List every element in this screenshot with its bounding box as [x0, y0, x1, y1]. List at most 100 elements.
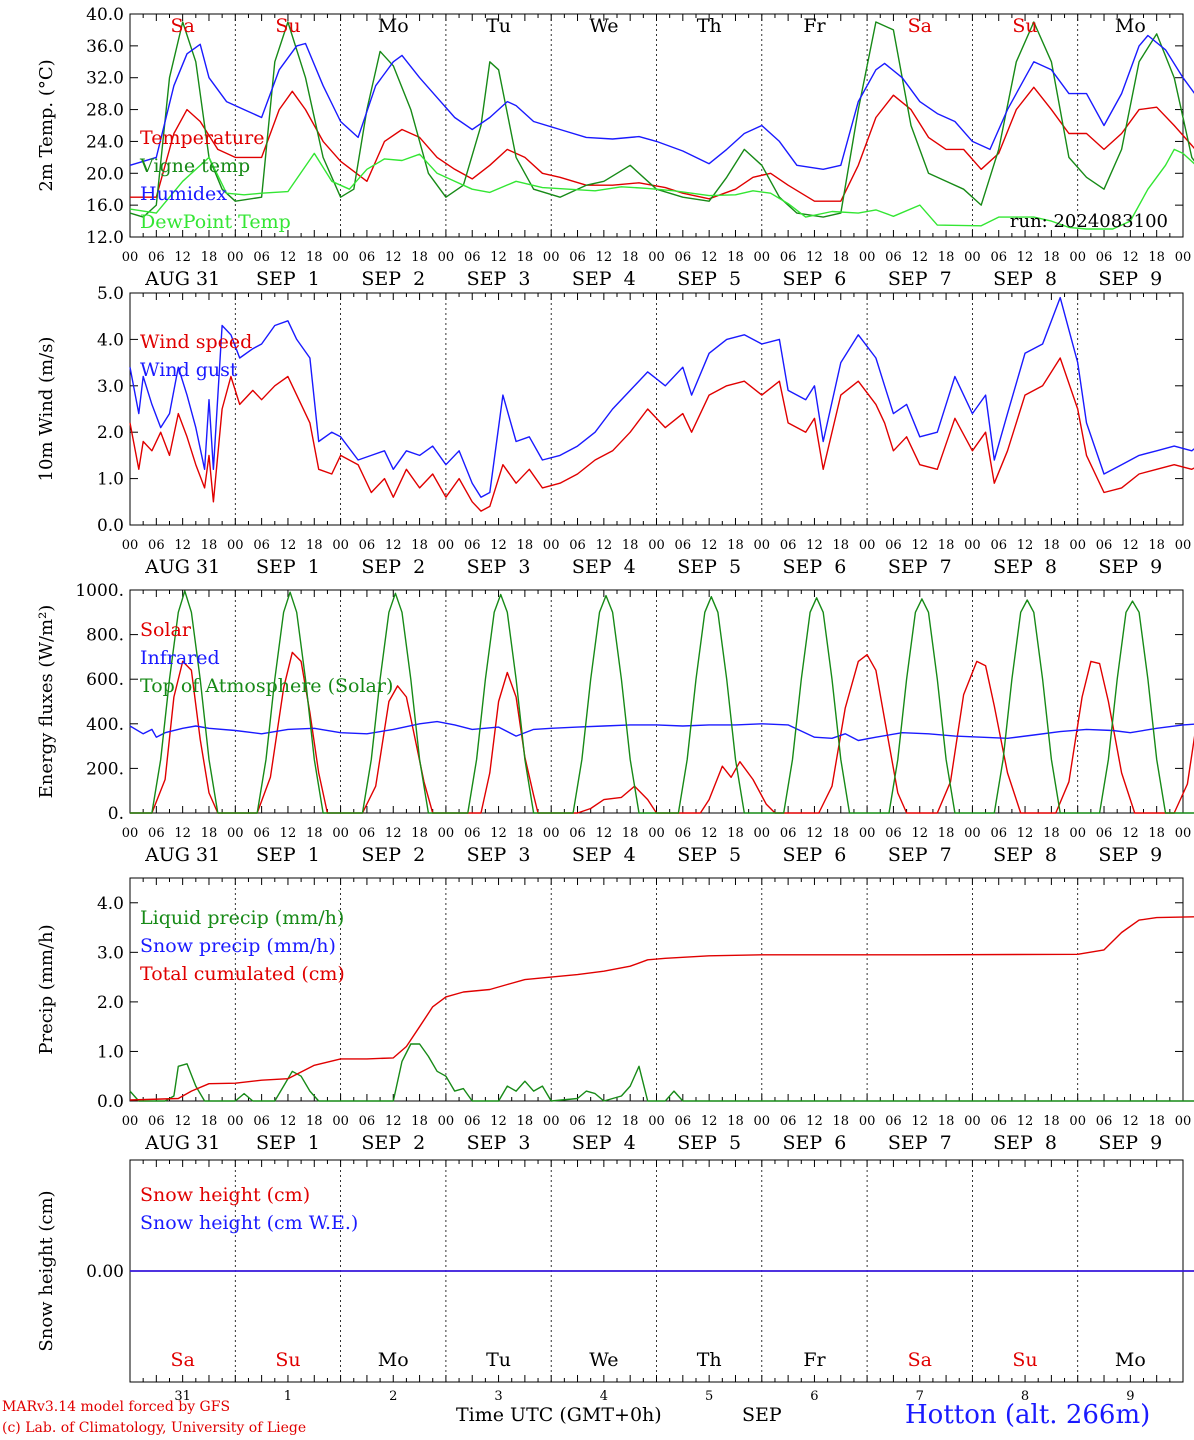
hour-tick-label: 12 [385, 538, 402, 553]
y-tick-label: 2.0 [97, 423, 124, 443]
hour-tick-label: 00 [754, 538, 771, 553]
y-tick-label: 1000. [75, 581, 124, 601]
hour-tick-label: 06 [253, 826, 270, 841]
y-tick-label: 40.0 [86, 5, 124, 25]
hour-tick-label: 06 [675, 1114, 692, 1129]
hour-tick-label: 06 [885, 1114, 902, 1129]
hour-tick-label: 12 [701, 250, 718, 265]
date-label: SEP 1 [256, 268, 320, 290]
date-label: SEP 3 [467, 1132, 531, 1154]
hour-tick-label: 12 [385, 250, 402, 265]
day-number-label: 3 [494, 1389, 502, 1404]
day-number-label: 2 [389, 1389, 397, 1404]
date-label: SEP 7 [888, 268, 952, 290]
y-tick-label: 1.0 [97, 470, 124, 490]
hour-tick-label: 00 [543, 1114, 560, 1129]
hour-tick-label: 18 [727, 538, 744, 553]
legend-entry: Humidex [140, 183, 227, 205]
day-of-week-label: Mo [1115, 1349, 1146, 1371]
hour-tick-label: 12 [280, 1114, 297, 1129]
hour-tick-label: 06 [464, 1114, 481, 1129]
hour-tick-label: 18 [622, 1114, 639, 1129]
date-label: AUG 31 [144, 268, 220, 290]
hour-tick-label: 18 [201, 250, 218, 265]
hour-tick-label: 06 [675, 250, 692, 265]
hour-tick-label: 18 [1043, 250, 1060, 265]
hour-tick-label: 18 [411, 826, 428, 841]
y-tick-label: 2.0 [97, 993, 124, 1013]
hour-tick-label: 18 [1148, 1114, 1165, 1129]
legend-entry: DewPoint Temp [140, 211, 291, 233]
hour-tick-label: 00 [438, 250, 455, 265]
day-of-week-label: Mo [378, 1349, 409, 1371]
date-label: SEP 2 [361, 1132, 425, 1154]
hour-tick-label: 00 [543, 538, 560, 553]
hour-tick-label: 12 [806, 826, 823, 841]
y-tick-label: 5.0 [97, 284, 124, 304]
hour-tick-label: 00 [859, 250, 876, 265]
hour-tick-label: 00 [964, 1114, 981, 1129]
hour-tick-label: 00 [648, 250, 665, 265]
series-line [130, 86, 1194, 202]
y-tick-label: 0.00 [86, 1262, 124, 1282]
date-label: SEP 7 [888, 556, 952, 578]
series-line [129, 21, 1194, 218]
hour-tick-label: 12 [280, 250, 297, 265]
hour-tick-label: 00 [754, 250, 771, 265]
y-tick-label: 4.0 [97, 330, 124, 350]
day-number-label: 8 [1021, 1389, 1029, 1404]
model-credit: MARv3.14 model forced by GFS [2, 1399, 231, 1415]
series-line [129, 916, 1194, 1101]
hour-tick-label: 00 [964, 250, 981, 265]
date-label: SEP 4 [572, 844, 636, 866]
day-number-label: 5 [705, 1389, 713, 1404]
hour-tick-label: 00 [227, 826, 244, 841]
legend-entry: Snow height (cm W.E.) [140, 1212, 358, 1234]
hour-tick-label: 00 [859, 538, 876, 553]
date-label: AUG 31 [144, 556, 220, 578]
y-tick-label: 12.0 [86, 228, 124, 248]
hour-tick-label: 12 [174, 250, 191, 265]
hour-tick-label: 18 [938, 1114, 955, 1129]
hour-tick-label: 12 [1122, 538, 1139, 553]
day-number-label: 1 [284, 1389, 292, 1404]
hour-tick-label: 06 [885, 538, 902, 553]
hour-tick-label: 06 [780, 538, 797, 553]
hour-tick-label: 00 [227, 1114, 244, 1129]
day-of-week-label: Mo [378, 15, 409, 37]
hour-tick-label: 12 [174, 538, 191, 553]
hour-tick-label: 18 [517, 826, 534, 841]
hour-tick-label: 06 [1096, 826, 1113, 841]
hour-tick-label: 12 [701, 1114, 718, 1129]
hour-tick-label: 18 [517, 538, 534, 553]
hour-tick-label: 06 [359, 1114, 376, 1129]
hour-tick-label: 00 [227, 538, 244, 553]
day-of-week-label: Fr [803, 15, 826, 37]
hour-tick-label: 18 [1043, 538, 1060, 553]
hour-tick-label: 00 [122, 538, 139, 553]
series-line [129, 34, 1194, 171]
hour-tick-label: 12 [490, 538, 507, 553]
hour-tick-label: 00 [227, 250, 244, 265]
date-label: SEP 9 [1098, 556, 1162, 578]
date-label: SEP 9 [1098, 268, 1162, 290]
hour-tick-label: 00 [543, 826, 560, 841]
legend-entry: Vigne temp [139, 155, 250, 177]
date-label: SEP 8 [993, 1132, 1057, 1154]
hour-tick-label: 00 [648, 538, 665, 553]
legend-entry: Temperature [140, 127, 264, 149]
hour-tick-label: 12 [806, 1114, 823, 1129]
day-of-week-label: Tu [486, 15, 511, 37]
y-tick-label: 1.0 [97, 1042, 124, 1062]
hour-tick-label: 00 [438, 826, 455, 841]
date-label: SEP 8 [993, 844, 1057, 866]
hour-tick-label: 00 [648, 826, 665, 841]
hour-tick-label: 00 [754, 826, 771, 841]
panel-energy: 0. 200. 400. 600. 800. 1000. Energy fluxes (W/… [36, 581, 1194, 866]
hour-tick-label: 00 [1069, 1114, 1086, 1129]
hour-tick-label: 12 [1017, 826, 1034, 841]
hour-tick-label: 12 [280, 538, 297, 553]
hour-tick-label: 06 [464, 538, 481, 553]
hour-tick-label: 06 [148, 826, 165, 841]
